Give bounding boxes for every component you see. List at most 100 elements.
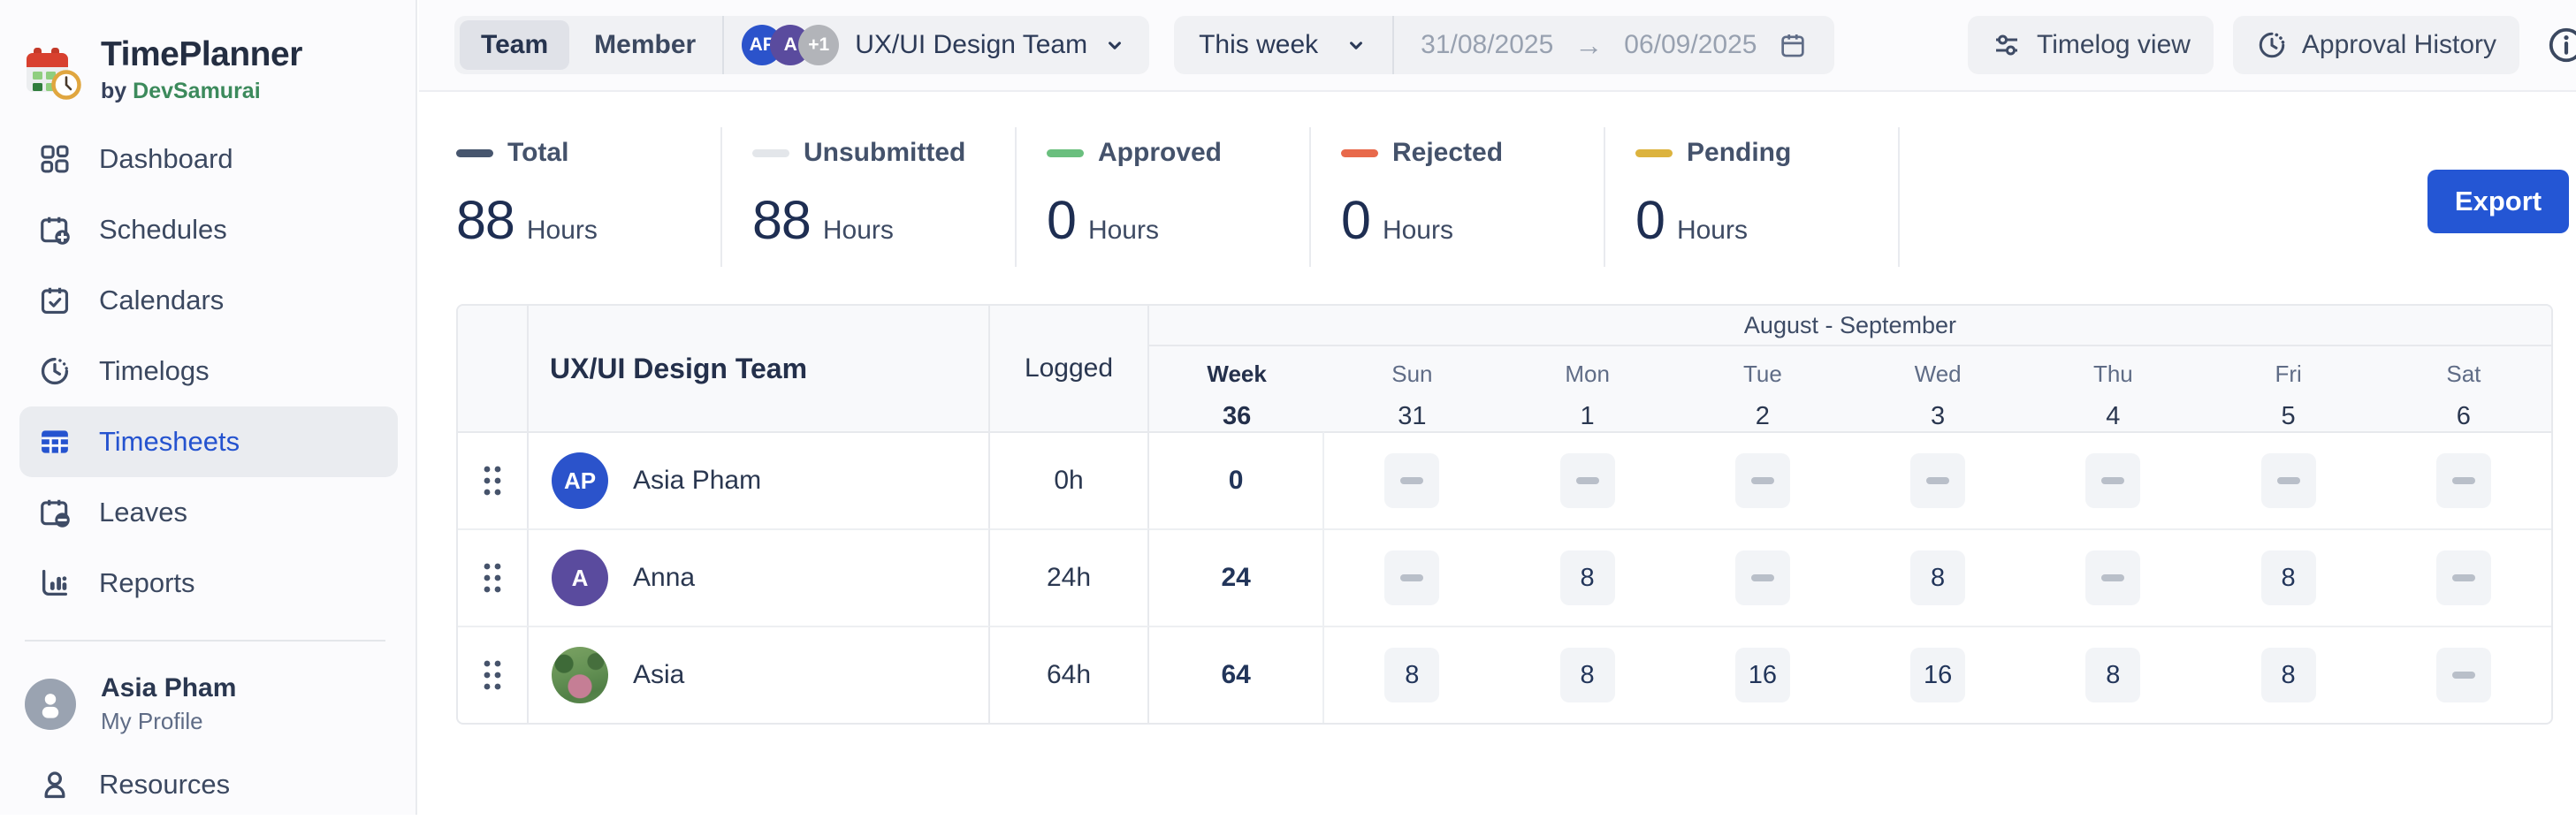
date-from: 31/08/2025 — [1421, 30, 1554, 59]
sidebar-item-schedules[interactable]: Schedules — [19, 194, 398, 265]
team-toggle-button[interactable]: Team — [460, 20, 570, 70]
approval-history-button[interactable]: Approval History — [2232, 16, 2519, 74]
empty-hours-chip[interactable] — [2085, 453, 2141, 508]
stat-total: Total 88 Hours — [426, 127, 720, 267]
logged-cell: 24h — [990, 528, 1149, 626]
sidebar-item-dashboard[interactable]: Dashboard — [19, 124, 398, 194]
week-preset-dropdown[interactable]: This week — [1174, 16, 1392, 74]
stat-value: 88 — [456, 190, 515, 250]
week-preset-label: This week — [1199, 30, 1319, 59]
day-cell — [1674, 528, 1850, 626]
day-date: 2 — [1755, 402, 1770, 430]
stat-value-row: 88 Hours — [752, 189, 1015, 251]
timelogs-icon — [37, 353, 72, 389]
date-to: 06/09/2025 — [1624, 30, 1757, 59]
sidebar-item-reports[interactable]: Reports — [19, 548, 398, 619]
day-column-header-wed: Wed 3 — [1850, 346, 2025, 431]
day-date: 6 — [2456, 402, 2471, 430]
hours-chip[interactable]: 8 — [1559, 648, 1615, 702]
day-cell — [2375, 626, 2551, 723]
day-cell: 16 — [1674, 626, 1850, 723]
empty-hours-chip[interactable] — [2435, 550, 2491, 605]
team-member-control: Team Member AP A +1 UX/UI Design Team — [454, 16, 1150, 74]
sidebar-item-label: Dashboard — [99, 143, 233, 174]
sidebar-item-leaves[interactable]: Leaves — [19, 477, 398, 548]
empty-hours-chip[interactable] — [1910, 453, 1966, 508]
team-name: UX/UI Design Team — [855, 30, 1088, 59]
avatar — [552, 647, 608, 703]
empty-hours-chip[interactable] — [1559, 453, 1615, 508]
chevron-down-icon — [1345, 34, 1368, 57]
dash-icon — [1750, 477, 1774, 484]
day-cell: 16 — [1850, 626, 2026, 723]
sidebar-item-resources[interactable]: Resources — [19, 749, 398, 820]
export-button[interactable]: Export — [2427, 170, 2569, 233]
hours-chip[interactable]: 8 — [1559, 550, 1615, 605]
stat-unsubmitted: Unsubmitted 88 Hours — [720, 127, 1015, 267]
hours-chip[interactable]: 16 — [1910, 648, 1966, 702]
stat-label-row: Unsubmitted — [752, 138, 1015, 168]
leaves-icon — [37, 495, 72, 530]
row-drag-handle[interactable] — [458, 431, 529, 528]
stat-label-row: Total — [456, 138, 720, 168]
empty-hours-chip[interactable] — [2260, 453, 2316, 508]
info-icon[interactable] — [2546, 25, 2576, 65]
dash-icon — [2451, 574, 2475, 581]
timelog-view-button[interactable]: Timelog view — [1967, 16, 2214, 74]
sidebar-nav: Dashboard Schedules Calendars Timelogs Times… — [0, 124, 417, 619]
hours-chip[interactable]: 8 — [2085, 648, 2141, 702]
sidebar-item-timelogs[interactable]: Timelogs — [19, 336, 398, 406]
stat-label-row: Rejected — [1341, 138, 1604, 168]
empty-hours-chip[interactable] — [2435, 648, 2491, 702]
hours-chip[interactable]: 8 — [1384, 648, 1440, 702]
member-name: Asia Pham — [633, 466, 762, 495]
sidebar-item-calendars[interactable]: Calendars — [19, 265, 398, 336]
day-cell — [1499, 431, 1675, 528]
sidebar-item-label: Resources — [99, 769, 231, 800]
team-avatar-stack: AP A +1 — [742, 25, 840, 65]
profile-item[interactable]: Asia Pham My Profile — [25, 673, 236, 735]
hours-chip[interactable]: 8 — [2260, 550, 2316, 605]
dash-icon — [1750, 574, 1774, 581]
empty-hours-chip[interactable] — [1384, 453, 1440, 508]
row-drag-handle[interactable] — [458, 626, 529, 723]
timesheet-table: UX/UI Design Team Logged August - Septem… — [456, 304, 2553, 725]
hours-chip[interactable]: 8 — [2260, 648, 2316, 702]
calendar-icon — [1778, 30, 1808, 60]
sidebar-item-label: Leaves — [99, 497, 187, 528]
sidebar-item-label: Timelogs — [99, 355, 210, 386]
empty-hours-chip[interactable] — [1384, 550, 1440, 605]
week-total-cell: 0 — [1149, 431, 1325, 528]
row-drag-handle[interactable] — [458, 528, 529, 626]
empty-hours-chip[interactable] — [1734, 550, 1790, 605]
dash-icon — [2451, 672, 2475, 679]
sidebar-item-label: Schedules — [99, 214, 227, 245]
empty-hours-chip[interactable] — [2435, 453, 2491, 508]
day-column-header-sun: Sun 31 — [1324, 346, 1499, 431]
drag-handle-icon — [484, 563, 501, 593]
app-logo: TimePlanner by DevSamurai — [25, 35, 302, 104]
member-toggle-button[interactable]: Member — [573, 20, 717, 70]
stat-color-dash — [1635, 148, 1673, 157]
hours-chip[interactable]: 8 — [1910, 550, 1966, 605]
drag-handle-icon — [484, 466, 501, 496]
sidebar-resources: Resources — [0, 749, 417, 820]
topbar-actions: Timelog view Approval History — [1967, 16, 2576, 74]
topbar: Team Member AP A +1 UX/UI Design Team This… — [419, 0, 2576, 92]
team-selector[interactable]: AP A +1 UX/UI Design Team — [724, 16, 1149, 74]
member-cell: A Anna — [529, 528, 990, 626]
stat-color-dash — [1341, 148, 1378, 157]
profile-subtitle: My Profile — [101, 708, 203, 734]
stat-unit: Hours — [1676, 216, 1748, 245]
date-range-picker[interactable]: 31/08/2025 → 06/09/2025 — [1394, 16, 1834, 74]
empty-hours-chip[interactable] — [1734, 453, 1790, 508]
stat-value-row: 0 Hours — [1047, 189, 1309, 251]
hours-chip[interactable]: 16 — [1734, 648, 1790, 702]
sidebar-item-timesheets[interactable]: Timesheets — [19, 406, 398, 477]
dash-icon — [2451, 477, 2475, 484]
team-avatar-3: +1 — [798, 25, 840, 65]
table-header-background — [458, 306, 2551, 431]
person-icon — [42, 694, 59, 718]
empty-hours-chip[interactable] — [2085, 550, 2141, 605]
day-cell — [2025, 431, 2201, 528]
